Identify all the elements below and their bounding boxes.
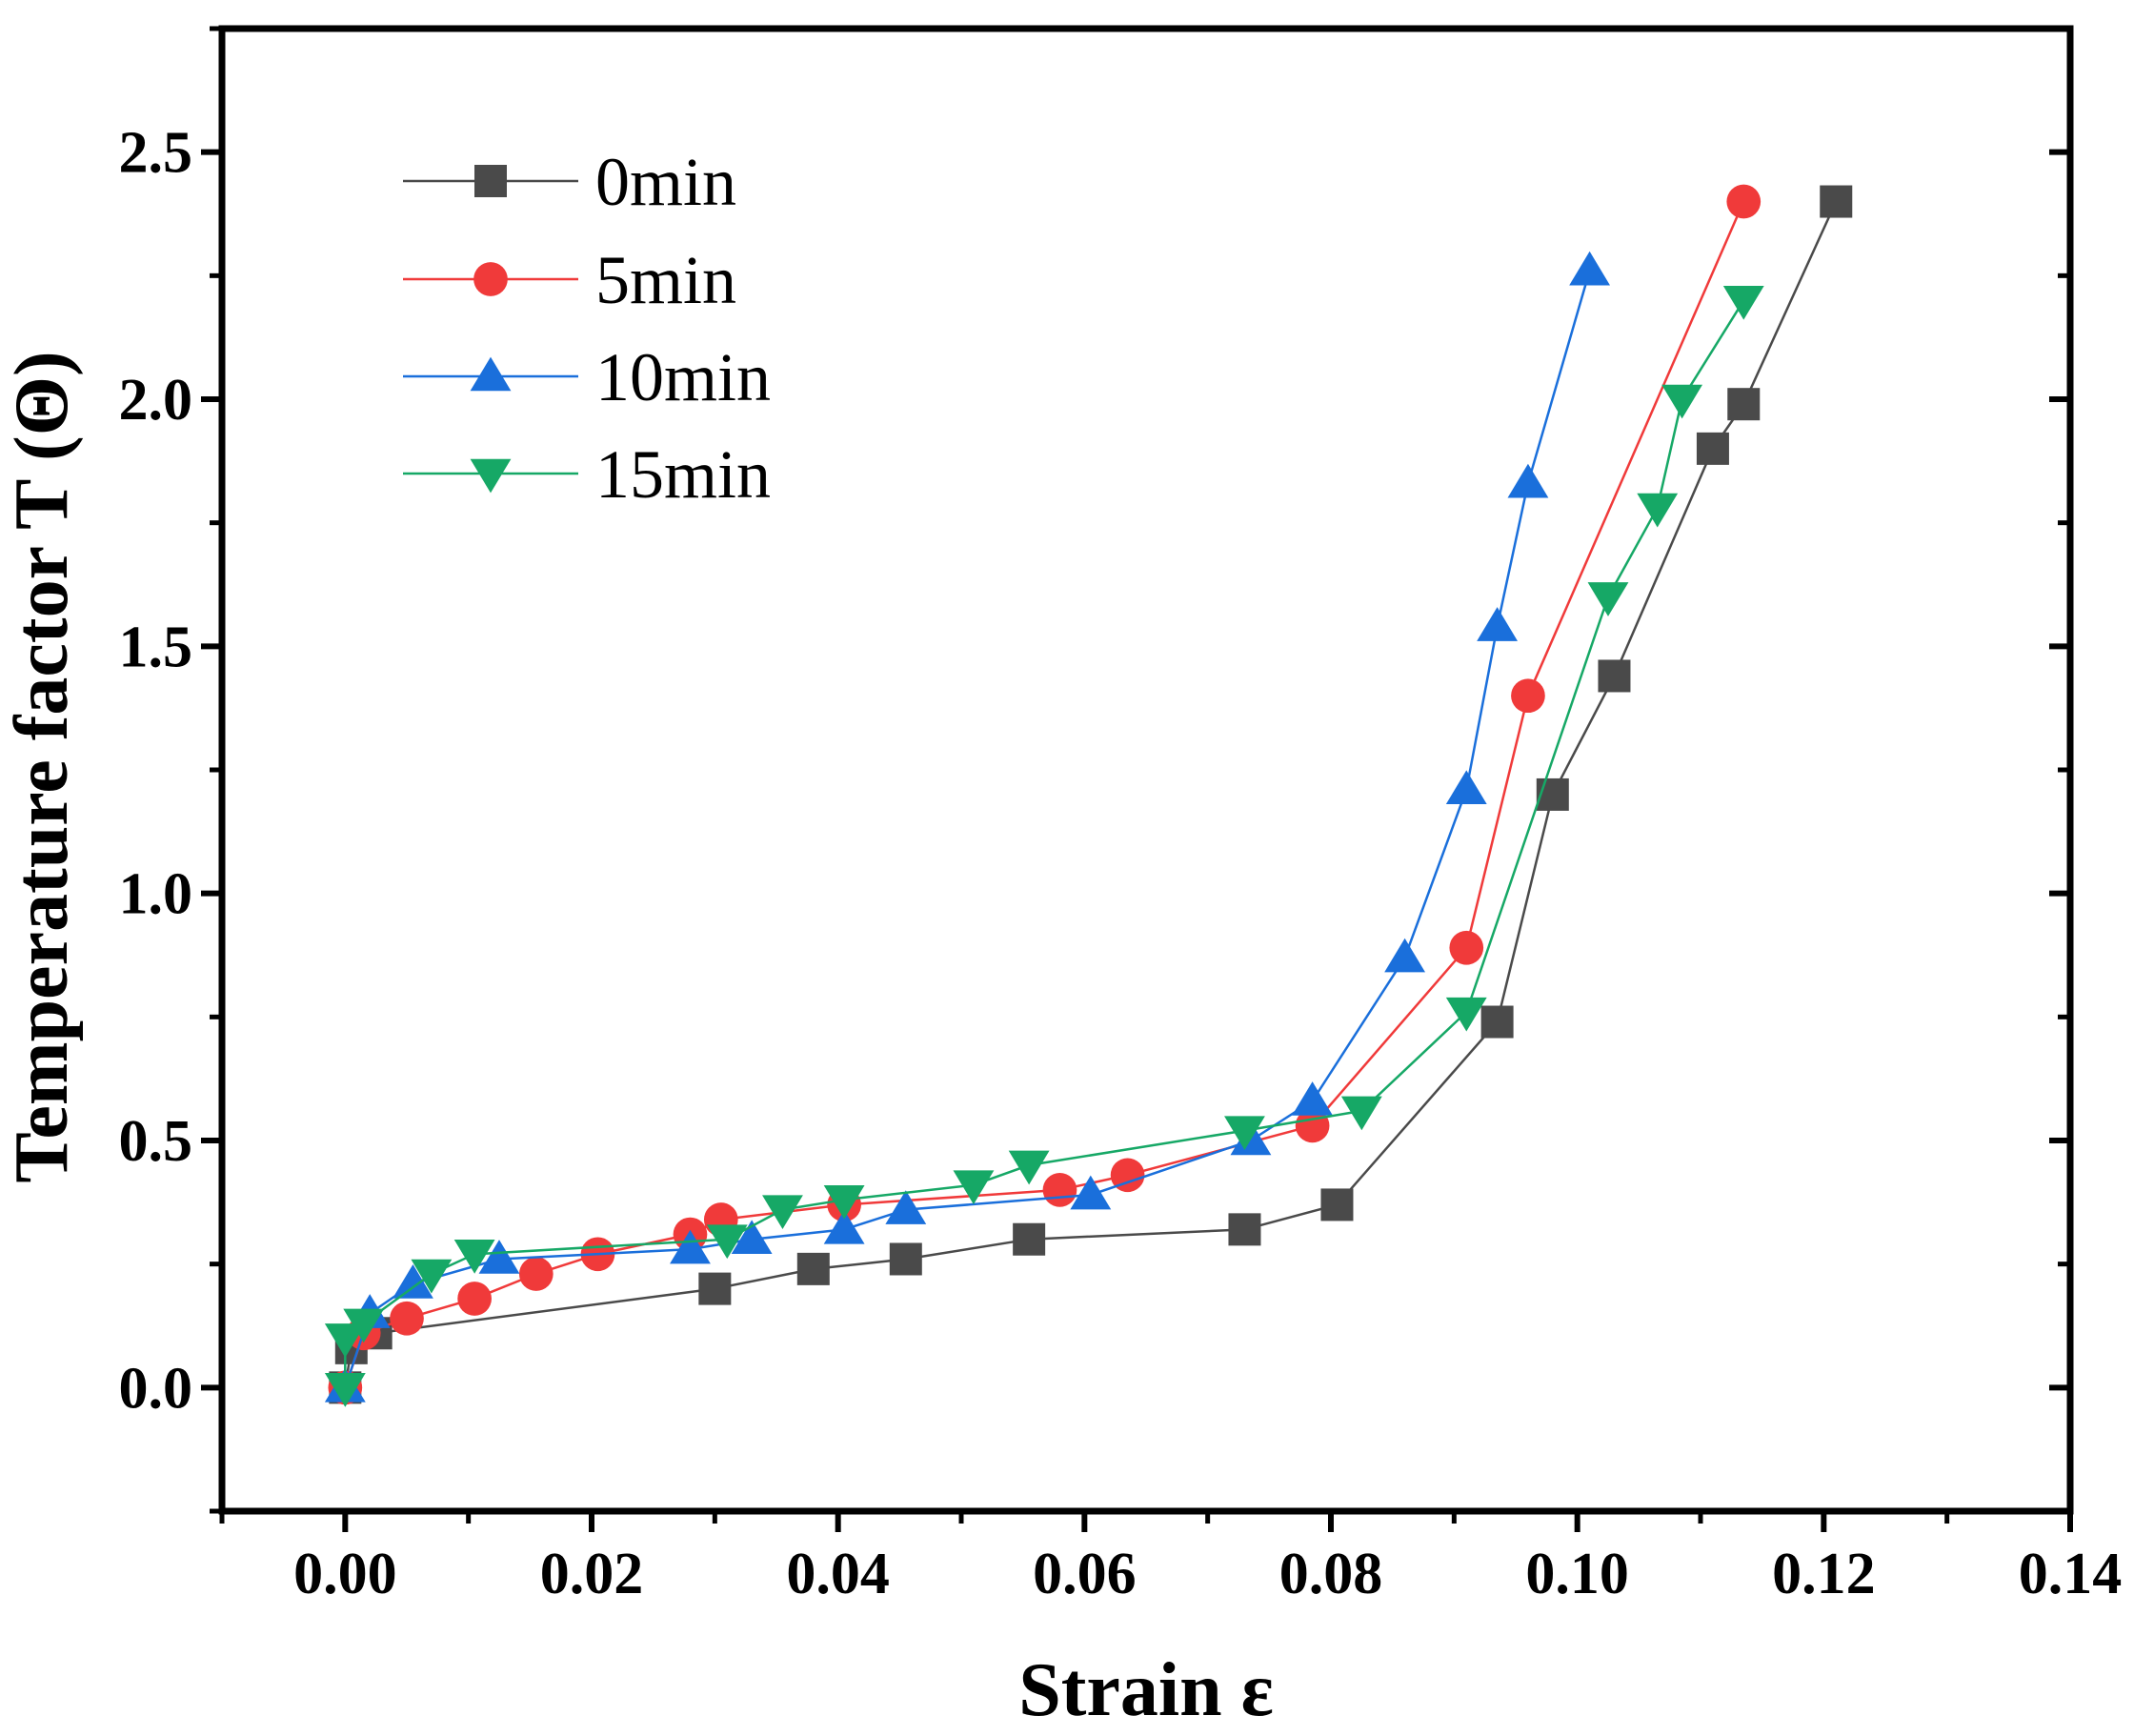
data-point-15min: [453, 1239, 495, 1274]
data-point-15min: [1340, 1096, 1382, 1131]
x-tick-label: 0.06: [1033, 1542, 1137, 1606]
data-point-10min: [1477, 607, 1519, 641]
x-tick-label: 0.08: [1279, 1542, 1383, 1606]
data-point-0min: [1013, 1222, 1046, 1256]
data-point-10min: [393, 1264, 433, 1299]
data-point-15min: [343, 1308, 385, 1343]
data-point-0min: [1820, 185, 1853, 218]
data-point-5min: [1042, 1173, 1077, 1207]
data-point-15min: [1224, 1116, 1265, 1151]
data-point-15min: [1445, 997, 1487, 1032]
data-point-15min: [1637, 493, 1679, 528]
x-tick-label: 0.10: [1525, 1542, 1629, 1606]
data-point-0min: [1696, 432, 1729, 465]
legend: 0min 5min 10min 15min: [403, 144, 771, 513]
x-tick-label: 0.14: [2019, 1542, 2123, 1606]
data-point-10min: [1445, 770, 1487, 805]
data-point-15min: [1587, 582, 1629, 616]
data-point-15min: [324, 1323, 366, 1358]
legend-label: 5min: [595, 242, 736, 318]
data-point-10min: [1507, 463, 1549, 498]
data-point-10min: [823, 1209, 865, 1244]
data-point-10min: [1569, 251, 1611, 286]
data-point-5min: [1110, 1158, 1145, 1193]
x-tick-label: 0.02: [540, 1542, 644, 1606]
data-point-15min: [324, 1373, 366, 1407]
y-tick-label: 2.0: [119, 368, 193, 433]
series-15min: [324, 285, 1764, 1407]
series-0min: [329, 185, 1853, 1404]
data-point-10min: [478, 1240, 520, 1274]
data-point-10min: [1070, 1175, 1112, 1210]
data-point-10min: [1292, 1081, 1334, 1116]
x-tick-label: 0.12: [1772, 1542, 1876, 1606]
legend-item-15min: 15min: [403, 436, 771, 513]
y-tick-label: 1.0: [119, 862, 193, 927]
data-point-0min: [1320, 1188, 1354, 1221]
data-point-0min: [1480, 1005, 1514, 1039]
data-point-0min: [698, 1272, 732, 1305]
series-line-10min: [344, 270, 1591, 1388]
series-line-5min: [344, 200, 1745, 1388]
x-tick-label: 0.04: [786, 1542, 890, 1606]
legend-marker: [470, 458, 512, 494]
data-point-5min: [1511, 678, 1545, 714]
data-point-5min: [457, 1282, 492, 1316]
data-point-15min: [411, 1259, 453, 1294]
legend-label: 15min: [595, 436, 771, 513]
y-tick-label: 1.5: [119, 615, 193, 679]
series-10min: [324, 251, 1611, 1403]
data-point-15min: [706, 1224, 748, 1260]
legend-label: 0min: [595, 144, 736, 220]
data-point-10min: [731, 1220, 773, 1255]
x-tick-label: 0.00: [293, 1542, 397, 1606]
legend-label: 10min: [595, 339, 771, 415]
data-point-15min: [953, 1170, 995, 1205]
data-point-15min: [1722, 285, 1764, 320]
data-point-15min: [823, 1184, 865, 1220]
data-point-15min: [762, 1195, 803, 1230]
y-tick-label: 0.0: [119, 1356, 193, 1421]
data-point-5min: [390, 1301, 424, 1336]
x-axis-title: Strain ε: [1018, 1648, 1274, 1732]
data-point-10min: [1384, 938, 1426, 973]
y-tick-label: 2.5: [119, 121, 193, 186]
data-point-0min: [1228, 1213, 1261, 1246]
y-axis-title: Temperature factor T (Θ): [0, 351, 84, 1182]
data-point-5min: [518, 1257, 554, 1291]
legend-item-10min: 10min: [403, 339, 771, 415]
legend-marker: [470, 356, 512, 392]
y-tick-label: 0.5: [119, 1109, 193, 1174]
data-point-5min: [1726, 184, 1762, 219]
legend-marker: [473, 262, 508, 296]
legend-item-5min: 5min: [403, 242, 736, 318]
series-layer: [324, 184, 1853, 1407]
data-point-15min: [1008, 1150, 1050, 1185]
series-line-0min: [344, 200, 1838, 1388]
data-point-0min: [889, 1242, 922, 1276]
x-axis-ticks: 0.00 0.02 0.04 0.06 0.08 0.10 0.12 0.14: [219, 1511, 2123, 1606]
legend-marker: [474, 165, 507, 197]
data-point-15min: [1661, 384, 1703, 419]
legend-item-0min: 0min: [403, 144, 736, 220]
data-point-0min: [1727, 388, 1761, 421]
data-point-5min: [1449, 930, 1484, 965]
y-axis-ticks: 0.0 0.5 1.0 1.5 2.0 2.5: [119, 26, 2070, 1514]
data-point-10min: [670, 1229, 711, 1264]
data-point-0min: [1598, 659, 1631, 693]
data-point-0min: [796, 1252, 830, 1285]
data-point-10min: [885, 1190, 927, 1224]
